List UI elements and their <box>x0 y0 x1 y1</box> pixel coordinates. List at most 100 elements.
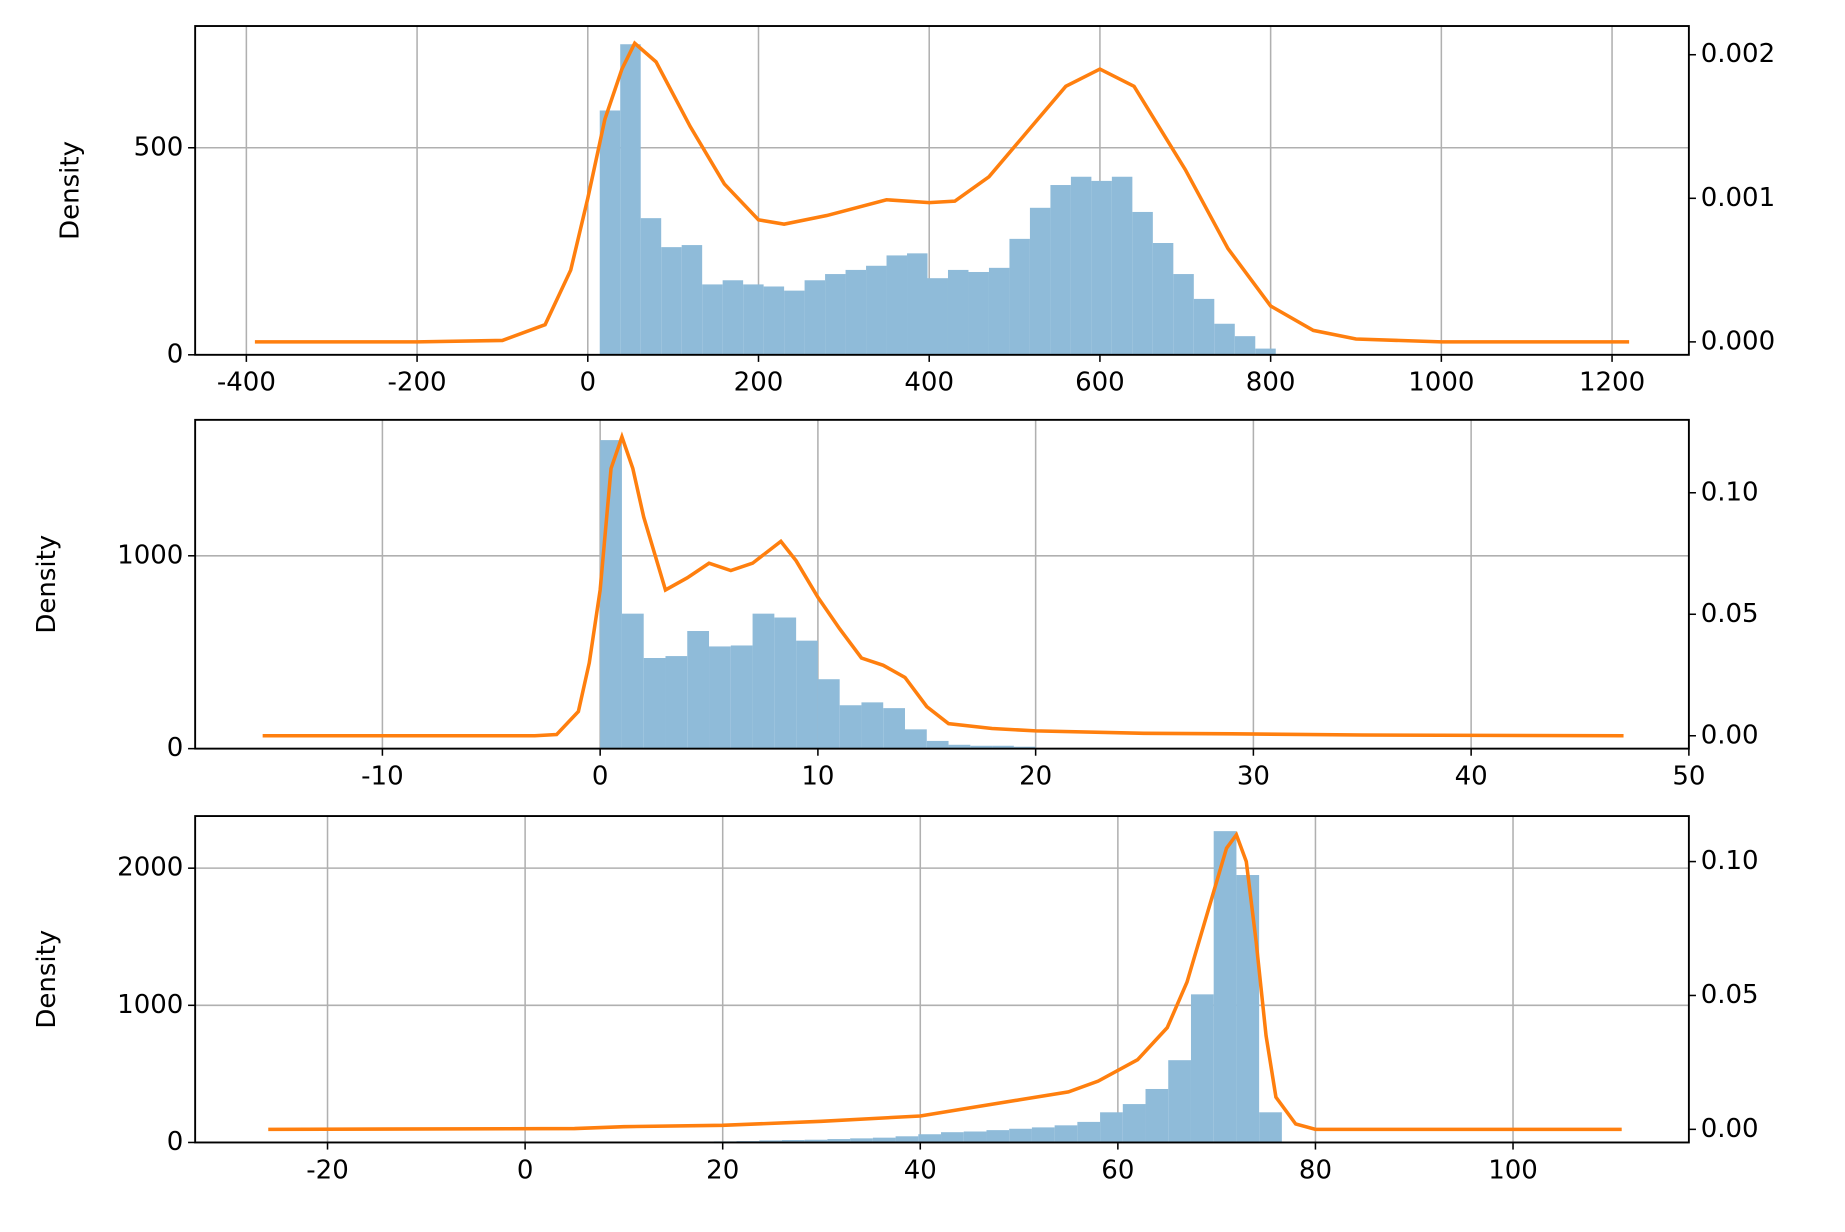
y-axis-label: Density <box>55 141 85 240</box>
histogram-bar <box>988 267 1010 355</box>
histogram-bar <box>681 245 703 355</box>
histogram-bar <box>1077 1121 1101 1143</box>
axes-frame <box>194 25 1690 356</box>
histogram-bar <box>1255 348 1276 355</box>
histogram-bar <box>866 265 887 355</box>
histogram-bar <box>774 617 797 749</box>
histogram-bar <box>743 284 764 355</box>
x-tick-label: 40 <box>1455 762 1488 792</box>
x-tick-label: 200 <box>734 368 784 398</box>
x-tick-label: 400 <box>904 368 954 398</box>
histogram-bar <box>1100 1112 1123 1143</box>
histogram-bar <box>1111 176 1133 355</box>
y-tick-label: 0 <box>167 339 184 369</box>
x-tick-label: 800 <box>1246 368 1296 398</box>
x-tick-label: 1000 <box>1408 368 1474 398</box>
x-tick-label: -20 <box>306 1155 348 1185</box>
histogram-bar <box>661 247 682 355</box>
histogram-bar <box>926 740 949 749</box>
histogram-bar <box>845 269 867 355</box>
histogram-bar <box>839 705 862 749</box>
histogram-bar <box>1050 185 1071 355</box>
y2-tick-label: 0.05 <box>1701 980 1759 1010</box>
y-tick-label: 0 <box>167 733 184 763</box>
y-tick-label: 1000 <box>117 990 183 1020</box>
histogram-bar <box>825 274 846 355</box>
x-tick-label: 30 <box>1237 762 1270 792</box>
histogram-bar <box>817 679 840 749</box>
histogram-bar <box>752 613 775 749</box>
histogram-bar <box>1132 211 1153 355</box>
histogram-bar <box>1214 323 1235 355</box>
histogram-bar <box>968 271 989 355</box>
x-tick-label: 50 <box>1672 762 1705 792</box>
histogram-bar <box>599 110 621 355</box>
x-tick-label: 0 <box>592 762 609 792</box>
x-tick-label: 80 <box>1299 1155 1332 1185</box>
histogram-bar <box>1168 1060 1191 1143</box>
histogram-bar <box>1091 180 1112 355</box>
kde-line <box>262 431 1624 738</box>
histogram-bar <box>620 44 641 355</box>
histogram-bar <box>687 631 710 749</box>
histogram-bar <box>1190 994 1214 1143</box>
y2-tick-label: 0.000 <box>1701 326 1775 356</box>
x-tick-label: 60 <box>1101 1155 1134 1185</box>
histogram-bar <box>904 729 927 749</box>
histogram-bar <box>1145 1088 1169 1143</box>
y2-tick-label: 0.10 <box>1701 846 1759 876</box>
y-tick-label: 1000 <box>117 540 183 570</box>
y2-tick-label: 0.00 <box>1701 720 1759 750</box>
histogram-bar <box>1054 1125 1078 1143</box>
histogram-bar <box>1152 243 1174 355</box>
histogram-bar <box>992 745 1014 749</box>
histogram-bar <box>941 1132 964 1143</box>
histogram-bar <box>621 613 644 749</box>
x-tick-label: 40 <box>904 1155 937 1185</box>
histogram-bar <box>1259 1112 1282 1143</box>
histogram-bar <box>1234 336 1256 355</box>
histogram-bar <box>1013 746 1036 749</box>
axes-frame <box>194 815 1690 1144</box>
histogram-bar <box>804 280 826 355</box>
histogram-bar <box>948 744 971 749</box>
x-tick-label: -400 <box>217 368 276 398</box>
x-tick-label: 100 <box>1488 1155 1538 1185</box>
histogram-bar <box>1009 1128 1032 1143</box>
y-axis-label: Density <box>32 930 62 1029</box>
y2-tick-label: 0.002 <box>1701 39 1775 69</box>
histogram-bar <box>895 1136 919 1143</box>
x-tick-label: 600 <box>1075 368 1125 398</box>
y2-tick-label: 0.05 <box>1701 599 1759 629</box>
kde-line <box>268 831 1622 1132</box>
x-tick-label: 20 <box>1019 762 1052 792</box>
histogram-bar <box>781 1140 805 1143</box>
x-tick-label: 10 <box>801 762 834 792</box>
histogram-bar <box>861 702 884 749</box>
histogram-bar <box>1213 831 1237 1143</box>
histogram-bar <box>907 253 928 355</box>
histogram-bar <box>1009 238 1030 355</box>
histogram-bar <box>886 255 908 355</box>
histogram-bar <box>665 656 688 749</box>
histogram-bar <box>784 290 805 355</box>
histogram-bar <box>722 280 744 355</box>
histogram-bar <box>963 1131 987 1143</box>
histogram-bar <box>709 646 731 749</box>
x-tick-label: 0 <box>580 368 597 398</box>
y-axis-label: Density <box>32 535 62 634</box>
axes-frame <box>194 418 1690 750</box>
y-tick-label: 2000 <box>117 853 183 883</box>
histogram-bar <box>763 286 785 355</box>
histogram-bar <box>640 218 662 355</box>
y-tick-label: 500 <box>134 132 184 162</box>
histogram-bar <box>1193 298 1215 355</box>
x-tick-label: -200 <box>388 368 447 398</box>
x-tick-label: 1200 <box>1579 368 1645 398</box>
histogram-bar <box>643 658 666 749</box>
histogram-bar <box>872 1137 896 1143</box>
y2-tick-label: 0.10 <box>1701 477 1759 507</box>
histogram-bar <box>827 1139 851 1143</box>
histogram-bar <box>970 745 993 749</box>
